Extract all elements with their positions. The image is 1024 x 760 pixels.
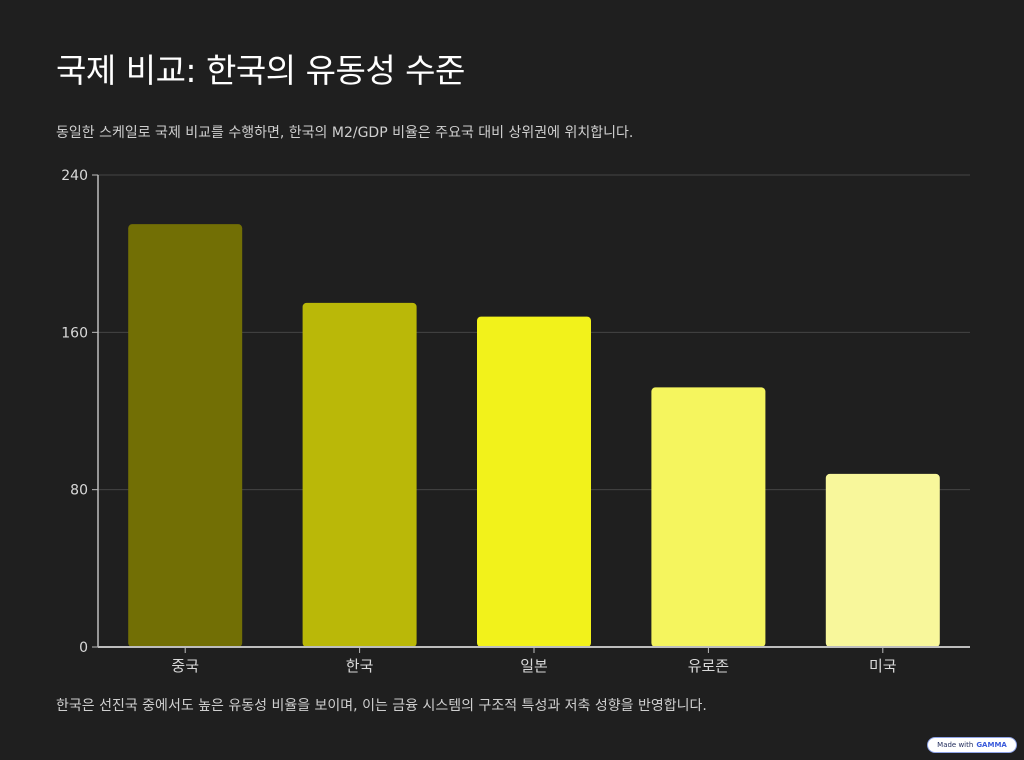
chart-title: 국제 비교: 한국의 유동성 수준 — [56, 51, 465, 90]
y-tick-label: 80 — [70, 483, 88, 499]
x-tick-label: 중국 — [171, 657, 199, 675]
bar-chart: 0 80 160 240 중국 한국 일본 유로존 미국 — [61, 168, 970, 675]
made-with-badge[interactable]: Made with GAMMA — [927, 737, 1017, 753]
bar-2[interactable] — [302, 302, 417, 647]
bars — [128, 224, 940, 647]
bar-3[interactable] — [477, 316, 591, 647]
made-with-text: Made with — [937, 741, 974, 749]
x-tick-label: 한국 — [346, 657, 374, 675]
x-tick-label: 미국 — [869, 657, 897, 675]
x-tick-label: 유로존 — [688, 657, 730, 675]
y-tick-label: 240 — [61, 168, 88, 184]
footer-note: 한국은 선진국 중에서도 높은 유동성 비율을 보이며, 이는 금융 시스템의 … — [56, 698, 707, 714]
bar-1[interactable] — [128, 224, 243, 647]
gamma-logo: GAMMA — [976, 741, 1007, 749]
axes — [92, 174, 970, 653]
chart-subtitle: 동일한 스케일로 국제 비교를 수행하면, 한국의 M2/GDP 비율은 주요국… — [56, 125, 634, 141]
y-tick-label: 160 — [61, 325, 88, 341]
y-tick-label: 0 — [79, 640, 88, 656]
bar-4[interactable] — [651, 387, 766, 647]
tick-labels: 0 80 160 240 중국 한국 일본 유로존 미국 — [61, 168, 897, 675]
bar-5[interactable] — [825, 473, 940, 647]
x-tick-label: 일본 — [520, 657, 548, 675]
